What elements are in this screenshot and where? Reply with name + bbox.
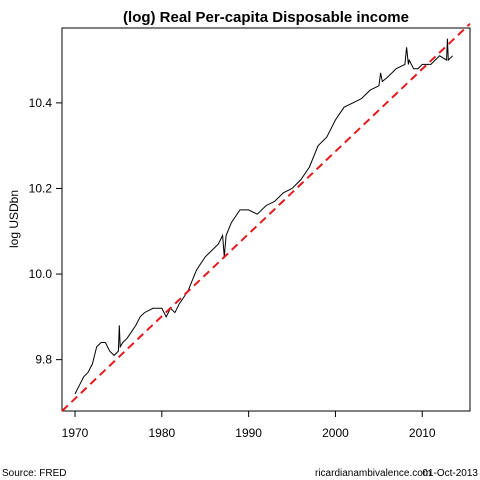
y-tick-label: 10.0 xyxy=(29,267,53,281)
y-tick-label: 10.2 xyxy=(29,181,53,195)
x-tick-label: 1990 xyxy=(235,426,262,440)
x-tick-label: 2000 xyxy=(322,426,349,440)
y-axis: 9.8 10.0 10.2 10.4 xyxy=(29,96,62,367)
plot-frame xyxy=(61,27,471,412)
trend-line xyxy=(61,22,471,412)
footer-credit: ricardianambivalence.com xyxy=(315,468,431,479)
x-tick-label: 1970 xyxy=(62,426,89,440)
y-axis-label: log USDbn xyxy=(7,190,21,248)
chart-title: (log) Real Per-capita Disposable income xyxy=(123,9,409,26)
footer-source: Source: FRED xyxy=(2,468,66,479)
series-layer xyxy=(61,22,471,412)
x-tick-label: 2010 xyxy=(409,426,436,440)
y-tick-label: 9.8 xyxy=(35,353,52,367)
footer-date: 01-Oct-2013 xyxy=(422,468,478,479)
income-series-line xyxy=(74,38,453,395)
x-axis: 1970 1980 1990 2000 2010 xyxy=(62,411,436,440)
y-tick-label: 10.4 xyxy=(29,96,53,110)
x-tick-label: 1980 xyxy=(148,426,175,440)
